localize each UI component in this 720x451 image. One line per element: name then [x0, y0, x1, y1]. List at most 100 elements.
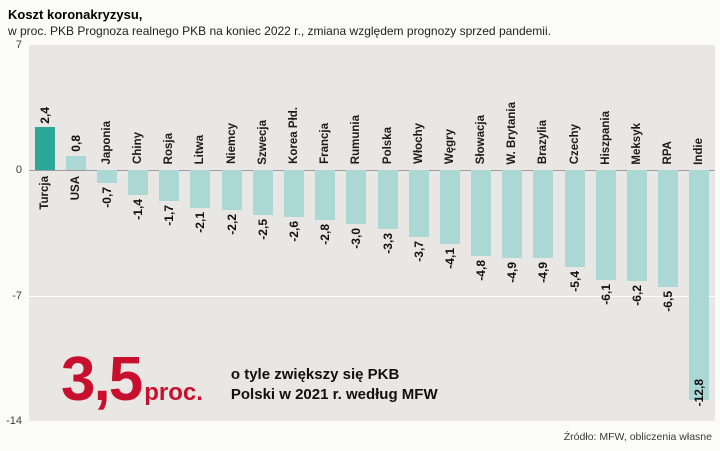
bar-value-label: -2,8 [318, 224, 333, 246]
bar-slot: Turcja 2,4 [29, 45, 60, 421]
annotation-number: 3,5 proc. [61, 349, 203, 411]
bar-slot: Meksyk -6,2 [621, 45, 652, 421]
bar-category-label: Szwecja [256, 119, 269, 165]
bar [689, 170, 710, 400]
bar [595, 170, 616, 280]
bar-category-label: Rosja [163, 133, 176, 165]
bar [408, 170, 429, 237]
bar-value-label: -1,4 [131, 199, 146, 221]
bar [658, 170, 679, 287]
bar [471, 170, 492, 257]
bar-value-label: -6,1 [598, 283, 613, 305]
bar [533, 170, 554, 259]
bar-value-label: -2,5 [255, 219, 270, 240]
bar [252, 170, 273, 216]
bar-category-label: RPA [662, 140, 675, 165]
bar-category-label: Turcja [38, 176, 51, 210]
bar [284, 170, 305, 217]
bar [65, 156, 86, 171]
annotation-value: 3,5 [61, 345, 143, 414]
bar-category-label: Brazylia [537, 120, 550, 165]
bar-category-label: Hiszpania [599, 110, 612, 165]
bar-slot: Brazylia -4,9 [528, 45, 559, 421]
bar-slot: Japonia -0,7 [91, 45, 122, 421]
bar-category-label: W. Brytania [506, 101, 519, 165]
bar-category-label: Korea Płd. [288, 107, 301, 165]
source-text: Źródło: MFW, obliczenia własne [563, 431, 712, 443]
bar-value-label: -3,3 [380, 233, 395, 255]
plot-area: 3,5 proc. o tyle zwiększy się PKB Polski … [29, 45, 715, 421]
bar-category-label: Chiny [132, 132, 145, 165]
bar-category-label: Japonia [100, 120, 113, 165]
annotation-text-line2: Polski w 2021 r. według MFW [230, 385, 438, 403]
bar-value-label: 2,4 [37, 106, 52, 124]
bar-category-label: Czechy [568, 124, 581, 165]
y-tick-label: -14 [6, 415, 22, 427]
bar-value-label: -5,4 [567, 271, 582, 292]
gridline [29, 295, 715, 297]
bar-category-label: Polska [381, 127, 394, 165]
bar [128, 170, 149, 196]
bar-slot: Francja -2,8 [310, 45, 341, 421]
bar-slot: Hiszpania -6,1 [590, 45, 621, 421]
bar [190, 170, 211, 208]
source-note: Źródło: MFW, obliczenia własne [0, 427, 720, 443]
bar-slot: Korea Płd. -2,6 [278, 45, 309, 421]
bar [439, 170, 460, 244]
annotation-unit: proc. [144, 379, 203, 406]
bar [502, 170, 523, 259]
bar-value-label: -3,7 [411, 240, 426, 262]
chart-header: Koszt koronakryzysu, w proc. PKB Prognoz… [0, 0, 720, 38]
bar-slot: Czechy -5,4 [559, 45, 590, 421]
bar [96, 170, 117, 183]
bar-slot: Chiny -1,4 [123, 45, 154, 421]
bar-value-label: -6,5 [661, 290, 676, 312]
bar-slot: Indie -12,8 [684, 45, 715, 421]
bar [377, 170, 398, 230]
y-tick-label: 7 [15, 39, 22, 51]
bar-value-label: -2,2 [224, 213, 239, 235]
bar-value-label: -2,6 [287, 220, 302, 242]
bar-value-label: -4,9 [536, 262, 551, 283]
bar-chart: 7 0 -7 -14 3,5 proc. o tyle zwiększy się PKB… [0, 39, 720, 427]
bar-category-label: Francja [319, 123, 332, 165]
annotation-text: o tyle zwiększy się PKB Polski w 2021 r.… [231, 365, 438, 404]
y-tick-label: -7 [12, 289, 22, 302]
bar [627, 170, 648, 282]
bar-value-label: -3,0 [349, 228, 364, 249]
chart-title: Koszt koronakryzysu, [8, 7, 143, 22]
bar-value-label: -4,8 [474, 260, 489, 281]
y-tick-label: 0 [15, 164, 22, 177]
bar-value-label: -12,8 [692, 379, 707, 407]
bar [315, 170, 336, 221]
bar-category-label: Rumunia [350, 115, 363, 165]
bar-category-label: Słowacja [475, 115, 488, 165]
bar-slot: Węgry -4,1 [434, 45, 465, 421]
bar-category-label: Niemcy [225, 123, 238, 165]
bar-value-label: -4,1 [442, 247, 457, 269]
bar-category-label: Litwa [194, 134, 207, 165]
y-axis: 7 0 -7 -14 [0, 39, 27, 427]
bar-value-label: -1,7 [162, 204, 177, 226]
bar-category-label: USA [69, 176, 82, 201]
bar-slot: Niemcy -2,2 [216, 45, 247, 421]
bar-slot: Litwa -2,1 [185, 45, 216, 421]
bar-slot: Włochy -3,7 [403, 45, 434, 421]
bar-value-label: -0,7 [99, 186, 114, 208]
zero-gridline [29, 170, 715, 172]
bar-value-label: 0,8 [68, 135, 83, 153]
bar-category-label: Włochy [412, 123, 425, 165]
bar [34, 127, 55, 171]
bar-slot: W. Brytania -4,9 [497, 45, 528, 421]
bar-slot: Słowacja -4,8 [466, 45, 497, 421]
bar [221, 170, 242, 210]
bar [564, 170, 585, 267]
bar-category-label: Meksyk [631, 122, 644, 165]
bar [159, 170, 180, 201]
bar-slot: RPA -6,5 [653, 45, 684, 421]
chart-subtitle: w proc. PKB Prognoza realnego PKB na kon… [8, 24, 551, 38]
bar-slot: USA 0,8 [60, 45, 91, 421]
bar-slot: Rosja -1,7 [154, 45, 185, 421]
bar-category-label: Indie [693, 137, 706, 165]
bar-slot: Rumunia -3,0 [341, 45, 372, 421]
